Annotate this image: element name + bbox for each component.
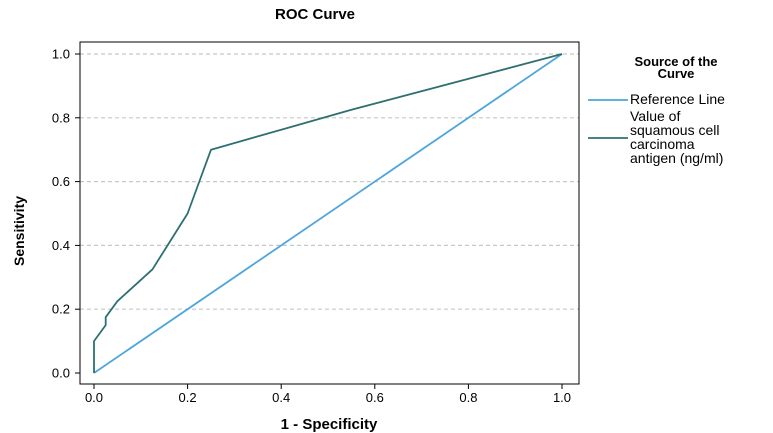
y-tick-label-1: 0.2 <box>52 302 70 317</box>
chart-title: ROC Curve <box>275 6 355 23</box>
x-tick-label-3: 0.6 <box>366 390 384 405</box>
grid-lines <box>80 53 579 310</box>
y-tick-label-3: 0.6 <box>52 174 70 189</box>
series-lines <box>93 53 563 374</box>
legend-label-0-line-0: Reference Line <box>630 91 725 107</box>
x-tick-label-1: 0.2 <box>179 390 197 405</box>
x-tick-label-5: 1.0 <box>553 390 571 405</box>
legend-label-1-line-0: Value of <box>630 108 680 124</box>
y-axis-ticks: 0.0 0.2 0.4 0.6 0.8 1.0 <box>52 47 80 381</box>
x-axis-label: 1 - Specificity <box>281 416 378 433</box>
legend-label-1-line-3: antigen (ng/ml) <box>630 150 723 166</box>
y-tick-label-0: 0.0 <box>52 366 70 381</box>
x-tick-label-4: 0.8 <box>459 390 477 405</box>
y-tick-label-4: 0.8 <box>52 110 70 125</box>
plot-frame <box>79 41 580 385</box>
legend-title-line-1: Curve <box>658 66 695 81</box>
y-tick-label-5: 1.0 <box>52 47 70 62</box>
legend-label-1-line-2: carcinoma <box>630 136 695 152</box>
x-axis-ticks: 0.0 0.2 0.4 0.6 0.8 1.0 <box>85 384 571 405</box>
legend-label-1-line-1: squamous cell <box>630 122 720 138</box>
y-axis-label: Sensitivity <box>11 196 27 266</box>
legend-title-line-0: Source of the <box>634 54 717 69</box>
x-tick-label-0: 0.0 <box>85 390 103 405</box>
series-line-1 <box>93 53 563 373</box>
series-line-0 <box>93 53 563 374</box>
y-tick-label-2: 0.4 <box>52 238 70 253</box>
x-tick-label-2: 0.4 <box>272 390 290 405</box>
